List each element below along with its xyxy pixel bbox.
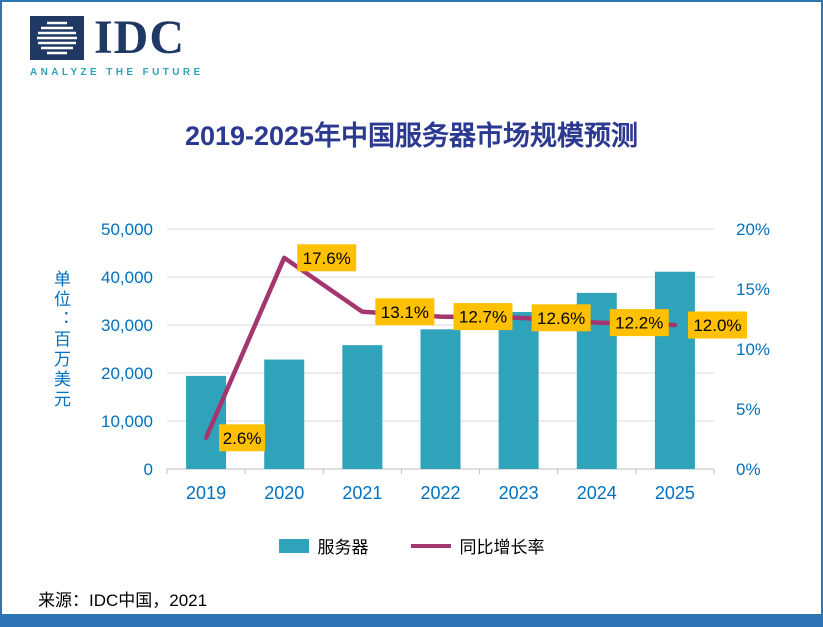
data-label: 17.6% xyxy=(303,249,351,268)
bar-2022 xyxy=(420,329,461,469)
left-axis-tick-label: 20,000 xyxy=(101,364,153,383)
growth-rate-line xyxy=(203,255,678,441)
data-label: 12.2% xyxy=(615,314,663,333)
data-label-box xyxy=(219,424,266,452)
legend-line-label: 同比增长率 xyxy=(459,538,545,557)
bar-2025 xyxy=(654,271,695,469)
left-axis-tick-label: 0 xyxy=(144,460,153,479)
right-axis-tick-label: 10% xyxy=(736,340,770,359)
data-label-box xyxy=(453,303,513,331)
bar-2021 xyxy=(342,345,383,469)
x-axis-tick-label: 2024 xyxy=(577,483,617,503)
bottom-accent-bar xyxy=(2,614,821,625)
source-note: 来源：IDC中国，2021 xyxy=(38,591,208,610)
left-axis-tick-label: 10,000 xyxy=(101,412,153,431)
idc-logo-tagline: ANALYZE THE FUTURE xyxy=(30,67,204,78)
data-label-box xyxy=(609,309,669,337)
right-axis-tick-label: 0% xyxy=(736,460,761,479)
data-label-box xyxy=(297,244,357,272)
data-label-box xyxy=(531,304,591,332)
idc-globe-icon xyxy=(30,16,84,60)
data-label: 12.7% xyxy=(459,308,507,327)
data-label: 12.6% xyxy=(537,309,585,328)
x-axis-tick-label: 2025 xyxy=(655,483,695,503)
idc-logo: IDC ANALYZE THE FUTURE xyxy=(30,11,204,78)
left-axis-tick-label: 40,000 xyxy=(101,268,153,287)
idc-logo-text: IDC xyxy=(94,11,186,64)
x-axis-tick-label: 2023 xyxy=(499,483,539,503)
chart-title: 2019-2025年中国服务器市场规模预测 xyxy=(184,121,639,151)
x-axis-tick-label: 2021 xyxy=(342,483,382,503)
data-label-box xyxy=(375,298,435,326)
data-label: 13.1% xyxy=(381,303,429,322)
data-label-box xyxy=(687,311,747,339)
x-axis-tick-label: 2019 xyxy=(186,483,226,503)
legend-item-growth-rate: 同比增长率 xyxy=(410,533,545,558)
legend-bar-swatch xyxy=(278,538,309,553)
bar-2020 xyxy=(264,359,305,469)
x-axis-tick-label: 2020 xyxy=(264,483,304,503)
bar-2019 xyxy=(186,375,227,469)
right-axis-tick-label: 15% xyxy=(736,280,770,299)
idc-logo-row: IDC xyxy=(30,11,204,64)
legend-line-swatch xyxy=(410,543,451,548)
legend-item-server: 服务器 xyxy=(278,533,369,558)
chart-legend: 服务器 同比增长率 xyxy=(2,533,821,558)
right-axis-tick-label: 20% xyxy=(736,220,770,239)
data-label: 12.0% xyxy=(693,316,741,335)
left-axis-tick-label: 30,000 xyxy=(101,316,153,335)
legend-bar-label: 服务器 xyxy=(317,538,369,557)
bar-2023 xyxy=(498,312,539,469)
right-axis-tick-label: 5% xyxy=(736,400,761,419)
data-label: 2.6% xyxy=(223,429,262,448)
left-axis-title: 单位：百万美元 xyxy=(51,270,70,410)
left-axis-tick-label: 50,000 xyxy=(101,220,153,239)
x-axis-tick-label: 2022 xyxy=(420,483,460,503)
